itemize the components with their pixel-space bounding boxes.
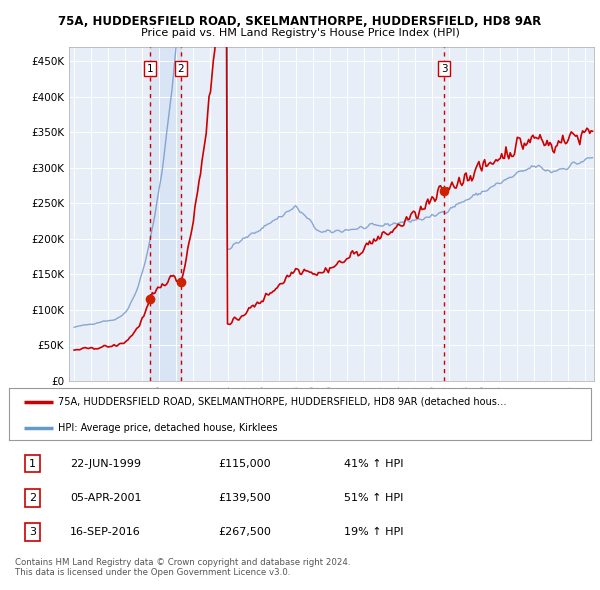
Text: 19% ↑ HPI: 19% ↑ HPI (344, 527, 403, 537)
Text: 75A, HUDDERSFIELD ROAD, SKELMANTHORPE, HUDDERSFIELD, HD8 9AR (detached hous…: 75A, HUDDERSFIELD ROAD, SKELMANTHORPE, H… (58, 396, 507, 407)
Text: 2: 2 (29, 493, 36, 503)
Text: 41% ↑ HPI: 41% ↑ HPI (344, 458, 403, 468)
Text: 05-APR-2001: 05-APR-2001 (70, 493, 142, 503)
Text: Contains HM Land Registry data © Crown copyright and database right 2024.
This d: Contains HM Land Registry data © Crown c… (15, 558, 350, 577)
Text: £115,000: £115,000 (218, 458, 271, 468)
Text: HPI: Average price, detached house, Kirklees: HPI: Average price, detached house, Kirk… (58, 423, 278, 433)
Text: Price paid vs. HM Land Registry's House Price Index (HPI): Price paid vs. HM Land Registry's House … (140, 28, 460, 38)
Text: 3: 3 (441, 64, 448, 74)
Text: 22-JUN-1999: 22-JUN-1999 (70, 458, 141, 468)
Text: 1: 1 (147, 64, 154, 74)
Text: 3: 3 (29, 527, 36, 537)
Text: £139,500: £139,500 (218, 493, 271, 503)
Text: 51% ↑ HPI: 51% ↑ HPI (344, 493, 403, 503)
Text: 1: 1 (29, 458, 36, 468)
Text: 75A, HUDDERSFIELD ROAD, SKELMANTHORPE, HUDDERSFIELD, HD8 9AR: 75A, HUDDERSFIELD ROAD, SKELMANTHORPE, H… (58, 15, 542, 28)
Text: 2: 2 (178, 64, 184, 74)
Text: £267,500: £267,500 (218, 527, 271, 537)
Bar (151, 47, 181, 381)
Text: 16-SEP-2016: 16-SEP-2016 (70, 527, 141, 537)
